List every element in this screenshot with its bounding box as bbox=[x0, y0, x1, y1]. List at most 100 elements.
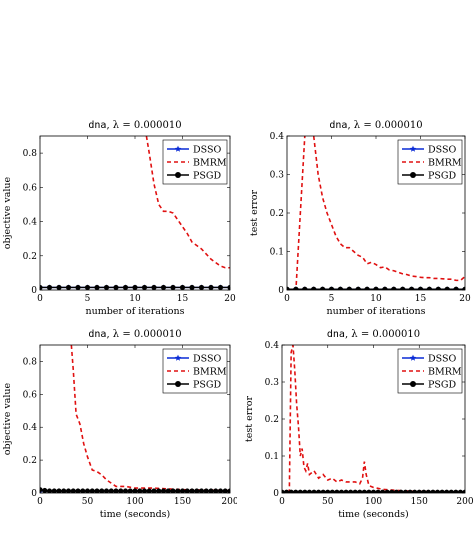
chart-testerror-iterations: dna, λ = 0.000010 0 5 10 15 20 0 0.1 0.2 0.3 0.4 nu… bbox=[249, 120, 471, 317]
legend: DSSO BMRM PSGD bbox=[162, 348, 228, 394]
chart-title-lambda: , λ = 0.000010 bbox=[347, 120, 422, 131]
point-psgd bbox=[398, 489, 404, 493]
chart-title: dna, λ = 0.000010 bbox=[88, 120, 181, 131]
plot-frame bbox=[281, 344, 466, 494]
y-tick-label: 0.6 bbox=[23, 183, 38, 193]
point-psgd bbox=[375, 489, 381, 493]
point-psgd bbox=[380, 489, 386, 493]
y-tick-label: 0 bbox=[31, 286, 37, 296]
point-psgd bbox=[430, 489, 436, 493]
x-tick-label: 50 bbox=[322, 497, 334, 507]
chart-objective-time: dna, λ = 0.000010 0 50 100 150 200 0 0.2 0.4 0.6 0… bbox=[2, 329, 239, 520]
point-psgd bbox=[334, 489, 340, 493]
legend-label-dsso: DSSO bbox=[193, 145, 221, 156]
point-psgd bbox=[373, 286, 379, 290]
point-psgd bbox=[434, 489, 441, 493]
y-tick-label: 0.4 bbox=[23, 423, 38, 433]
chart-title-lambda: , λ = 0.000010 bbox=[106, 120, 181, 131]
x-tick-label: 0 bbox=[279, 497, 285, 507]
point-psgd bbox=[439, 489, 445, 493]
point-psgd bbox=[325, 489, 331, 493]
chart-title-lambda: , λ = 0.000010 bbox=[345, 329, 420, 340]
point-psgd bbox=[462, 286, 465, 290]
chart-title-dataset: dna bbox=[327, 329, 345, 340]
legend: DSSO BMRM PSGD bbox=[162, 139, 228, 185]
point-psgd bbox=[160, 488, 167, 493]
point-psgd bbox=[453, 489, 459, 493]
point-psgd bbox=[287, 286, 290, 290]
point-psgd bbox=[103, 284, 110, 290]
legend-label-bmrm: BMRM bbox=[428, 158, 462, 169]
plot-frame bbox=[39, 135, 231, 291]
point-psgd bbox=[56, 284, 62, 290]
point-psgd bbox=[293, 286, 299, 290]
point-psgd bbox=[352, 489, 358, 493]
point-psgd bbox=[80, 488, 86, 493]
point-psgd bbox=[75, 284, 81, 290]
point-psgd bbox=[184, 488, 190, 493]
y-tick-label: 0.4 bbox=[270, 132, 285, 142]
point-psgd bbox=[46, 284, 53, 290]
point-psgd bbox=[170, 284, 176, 290]
point-psgd bbox=[160, 284, 167, 290]
point-psgd bbox=[84, 488, 91, 493]
legend-label-psgd: PSGD bbox=[428, 171, 456, 182]
y-tick-label: 0.1 bbox=[265, 452, 279, 462]
point-psgd bbox=[108, 488, 114, 493]
point-psgd bbox=[316, 489, 322, 493]
point-psgd bbox=[65, 284, 72, 290]
point-psgd bbox=[409, 286, 415, 290]
point-psgd bbox=[94, 284, 100, 290]
chart-title-lambda: , λ = 0.000010 bbox=[106, 329, 181, 340]
legend-box bbox=[397, 139, 463, 185]
x-tick-label: 0 bbox=[284, 294, 290, 304]
legend-label-dsso: DSSO bbox=[428, 354, 456, 365]
point-psgd bbox=[61, 488, 67, 493]
point-psgd bbox=[435, 286, 441, 290]
x-axis-label: number of iterations bbox=[326, 306, 425, 317]
point-psgd bbox=[320, 489, 326, 493]
point-psgd bbox=[203, 488, 209, 493]
point-psgd bbox=[400, 286, 406, 290]
point-psgd bbox=[227, 488, 230, 493]
y-tick-label: 0 bbox=[273, 489, 279, 499]
legend-marker bbox=[175, 172, 181, 178]
point-psgd bbox=[89, 488, 95, 493]
plot-area bbox=[287, 136, 465, 290]
legend-label-bmrm: BMRM bbox=[428, 367, 462, 378]
point-psgd bbox=[421, 489, 427, 493]
legend-label-psgd: PSGD bbox=[193, 171, 221, 182]
x-tick-label: 20 bbox=[224, 294, 236, 304]
x-tick-label: 15 bbox=[177, 294, 189, 304]
point-psgd bbox=[122, 284, 129, 290]
point-psgd bbox=[132, 488, 138, 493]
legend-label-dsso: DSSO bbox=[193, 354, 221, 365]
point-psgd bbox=[194, 488, 200, 493]
point-psgd bbox=[320, 286, 326, 290]
point-psgd bbox=[457, 489, 464, 493]
point-psgd bbox=[179, 284, 186, 290]
point-psgd bbox=[453, 286, 459, 290]
point-psgd bbox=[118, 488, 124, 493]
point-psgd bbox=[282, 489, 285, 493]
point-psgd bbox=[416, 489, 422, 493]
y-tick-label: 0.2 bbox=[270, 209, 284, 219]
point-psgd bbox=[165, 488, 171, 493]
point-psgd bbox=[84, 284, 91, 290]
y-tick-label: 0.8 bbox=[23, 149, 38, 159]
chart-title: dna, λ = 0.000010 bbox=[329, 120, 422, 131]
point-psgd bbox=[302, 286, 308, 290]
point-psgd bbox=[382, 286, 388, 290]
point-psgd bbox=[311, 489, 317, 493]
point-psgd bbox=[208, 488, 214, 493]
point-psgd bbox=[127, 488, 133, 493]
point-psgd bbox=[198, 284, 205, 290]
point-psgd bbox=[94, 488, 100, 493]
y-tick-label: 0 bbox=[31, 489, 37, 499]
point-psgd bbox=[366, 489, 372, 493]
y-tick-label: 0.2 bbox=[23, 456, 37, 466]
point-psgd bbox=[283, 489, 290, 493]
legend-label-bmrm: BMRM bbox=[193, 158, 227, 169]
point-psgd bbox=[448, 489, 454, 493]
x-tick-label: 50 bbox=[82, 497, 94, 507]
